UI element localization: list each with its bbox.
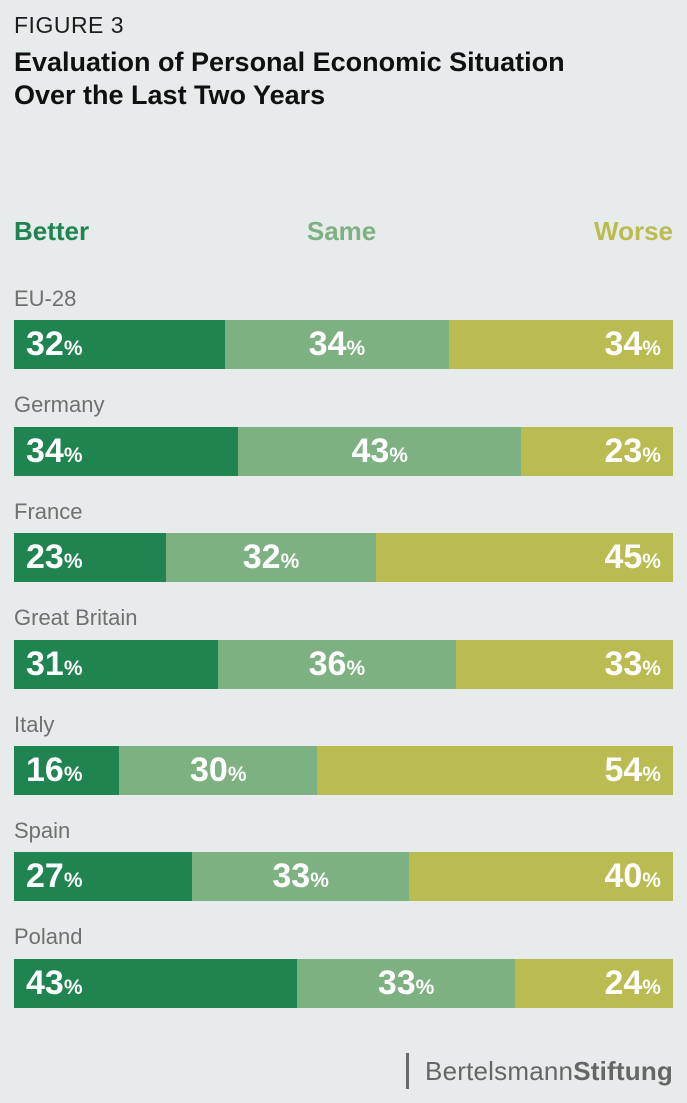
segment-value: 27% [26,857,83,896]
brand-text: BertelsmannStiftung [425,1056,673,1087]
bar-segment-better: 23% [14,533,166,583]
segment-value: 40% [604,857,661,896]
chart-title: Evaluation of Personal Economic Situatio… [14,46,673,112]
chart-row: Spain 27% 33% 40% [14,818,673,902]
chart-row: Germany 34% 43% 23% [14,392,673,476]
segment-value: 43% [26,963,83,1002]
brand-logo: BertelsmannStiftung [406,1053,673,1089]
country-label: France [14,498,83,524]
stacked-bar: 32% 34% 34% [14,320,673,370]
segment-value: 54% [604,751,661,790]
legend: Better Same Worse [14,217,673,246]
bar-segment-worse: 33% [455,639,673,689]
chart-row: Poland 43% 33% 24% [14,924,673,1008]
segment-value: 34% [26,431,83,470]
stacked-bar: 23% 32% 45% [14,533,673,583]
segment-value: 32% [26,325,83,364]
bar-segment-same: 34% [224,320,449,370]
segment-value: 16% [26,751,83,790]
chart-row: EU-28 32% 34% 34% [14,286,673,370]
brand-text-second: Stiftung [573,1055,673,1086]
bar-segment-same: 32% [165,533,377,583]
brand-text-first: Bertelsmann [425,1055,574,1086]
brand-divider-bar [406,1053,410,1089]
segment-value: 36% [308,644,366,683]
country-label: Italy [14,711,55,737]
segment-value: 23% [604,431,661,470]
country-label: Poland [14,924,83,950]
bar-segment-worse: 40% [409,852,673,902]
legend-item-same: Same [306,216,377,247]
segment-value: 23% [26,538,83,577]
segment-value: 24% [604,963,661,1002]
country-label: EU-28 [14,286,77,312]
segment-value: 34% [604,325,661,364]
chart-title-line-2: Over the Last Two Years [14,79,326,110]
stacked-bar: 27% 33% 40% [14,852,673,902]
chart-row: Great Britain 31% 36% 33% [14,605,673,689]
bar-segment-worse: 23% [521,426,673,476]
bar-segment-worse: 54% [317,746,673,796]
bar-segment-better: 27% [14,852,192,902]
segment-value: 33% [377,963,435,1002]
bar-segment-worse: 24% [514,958,673,1008]
segment-value: 45% [604,538,661,577]
bar-segment-better: 32% [14,320,225,370]
chart-row: Italy 16% 30% 54% [14,711,673,796]
bar-segment-better: 16% [14,746,120,796]
stacked-bar: 34% 43% 23% [14,426,673,476]
figure-label: FIGURE 3 [14,12,125,38]
stacked-bar: 43% 33% 24% [14,958,673,1008]
bar-segment-same: 43% [238,426,522,476]
legend-item-better: Better [14,216,90,247]
bar-segment-worse: 45% [376,533,673,583]
segment-value: 30% [190,751,247,790]
segment-value: 33% [272,857,329,896]
segment-value: 31% [26,644,83,683]
country-label: Germany [14,392,105,418]
chart-rows: EU-28 32% 34% 34% Germany 34% 43% 23% France 23% 3… [14,286,673,1008]
bar-segment-better: 43% [14,958,298,1008]
chart-title-line-1: Evaluation of Personal Economic Situatio… [14,46,565,77]
segment-value: 32% [242,538,300,577]
chart-row: France 23% 32% 45% [14,498,673,583]
bar-segment-better: 34% [14,426,239,476]
country-label: Great Britain [14,605,138,631]
legend-item-worse: Worse [594,216,673,247]
segment-value: 33% [604,644,661,683]
bar-segment-same: 33% [191,852,410,902]
bar-segment-better: 31% [14,639,219,689]
stacked-bar: 16% 30% 54% [14,746,673,796]
bar-segment-same: 30% [119,746,318,796]
bar-segment-same: 33% [297,958,515,1008]
country-label: Spain [14,818,71,844]
bar-segment-worse: 34% [448,320,673,370]
bar-segment-same: 36% [218,639,456,689]
stacked-bar: 31% 36% 33% [14,639,673,689]
segment-value: 34% [308,325,366,364]
segment-value: 43% [351,431,408,470]
